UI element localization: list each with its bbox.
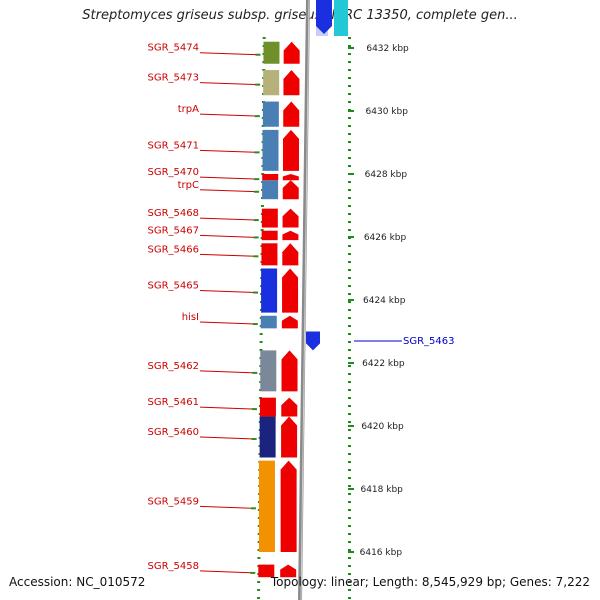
gene-label[interactable]: trpC — [178, 180, 199, 191]
gene-arrow[interactable] — [282, 180, 299, 200]
gene-block[interactable] — [262, 180, 279, 200]
gene-block[interactable] — [258, 564, 275, 578]
gene-leader-line — [199, 321, 257, 325]
gene-arrow[interactable] — [282, 230, 299, 241]
gene-arrow[interactable] — [283, 70, 300, 96]
gene-label[interactable]: SGR_5460 — [148, 427, 200, 438]
gene-leader-line — [199, 149, 259, 153]
gene-arrow[interactable] — [282, 208, 299, 228]
axis-ticks: 6432 kbp 6430 kbp 6428 kbp 6426 kbp 6424 kbp… — [257, 37, 409, 599]
gene-label[interactable]: trpA — [178, 104, 199, 115]
gene-block[interactable] — [261, 243, 278, 266]
gene-leader-line — [199, 113, 259, 117]
gene-leader-line — [199, 290, 258, 294]
gene-block[interactable] — [260, 350, 277, 392]
gene-label[interactable]: SGR_5470 — [148, 167, 200, 178]
axis-tick-label: 6424 kbp — [363, 296, 406, 306]
gene-label[interactable]: SGR_5458 — [148, 561, 200, 572]
gene-features[interactable] — [258, 41, 320, 578]
gene-arrow[interactable] — [282, 129, 299, 171]
axis-tick-label: 6422 kbp — [362, 359, 405, 369]
axis-tick-label: 6418 kbp — [360, 485, 403, 495]
gene-arrow[interactable] — [282, 268, 299, 313]
gene-arrow[interactable] — [280, 460, 297, 552]
gene-label[interactable]: SGR_5459 — [148, 496, 200, 507]
top-arrow-blue — [316, 0, 332, 34]
gene-block[interactable] — [263, 41, 280, 64]
gene-label[interactable]: SGR_5465 — [148, 281, 200, 292]
gene-label[interactable]: hisI — [182, 312, 199, 323]
gene-block[interactable] — [261, 268, 278, 313]
genome-title: Streptomyces griseus subsp. griseus NBRC… — [82, 8, 518, 23]
gene-leader-line — [199, 370, 257, 374]
gene-block[interactable] — [260, 315, 277, 329]
gene-arrow[interactable] — [283, 101, 300, 127]
axis-tick-label: 6428 kbp — [365, 170, 408, 180]
gene-arrow[interactable] — [281, 416, 298, 458]
axis-tick-label: 6416 kbp — [360, 548, 403, 558]
gene-leader-line — [199, 436, 256, 440]
axis-tick-label: 6426 kbp — [364, 233, 407, 243]
gene-label[interactable]: SGR_5471 — [148, 140, 200, 151]
gene-leader-line — [199, 52, 260, 56]
gene-arrow[interactable] — [281, 397, 298, 417]
topology-text: Topology: linear; Length: 8,545,929 bp; … — [270, 575, 590, 589]
gene-leader-line — [199, 570, 255, 574]
gene-arrow-reverse[interactable] — [306, 331, 320, 351]
gene-leader-line — [199, 217, 258, 221]
gene-leader-line — [199, 253, 258, 257]
gene-arrow[interactable] — [282, 174, 299, 181]
gene-leader-line — [199, 82, 260, 86]
gene-label[interactable]: SGR_5467 — [148, 225, 200, 236]
gene-block[interactable] — [262, 174, 279, 181]
axis-line — [298, 0, 310, 600]
axis-tick-label: 6430 kbp — [366, 107, 409, 117]
gene-arrow[interactable] — [283, 41, 300, 64]
gene-labels[interactable]: SGR_5474 SGR_5473 trpA SGR_5471 SGR_5470 trpC… — [148, 43, 455, 574]
gene-label[interactable]: SGR_5461 — [148, 397, 200, 408]
axis-tick-label: 6432 kbp — [366, 44, 409, 54]
gene-block[interactable] — [263, 70, 280, 96]
gene-arrow[interactable] — [282, 243, 299, 266]
gene-block[interactable] — [259, 416, 276, 458]
gene-arrow[interactable] — [281, 315, 298, 329]
chromosome-axis — [298, 0, 310, 600]
gene-block[interactable] — [261, 208, 278, 228]
gene-leader-line — [199, 505, 255, 509]
gene-block[interactable] — [262, 101, 279, 127]
gene-leader-line — [199, 176, 259, 180]
gene-block[interactable] — [261, 230, 278, 241]
gene-label[interactable]: SGR_5462 — [148, 361, 200, 372]
gene-block[interactable] — [258, 460, 275, 552]
top-arrow-cyan — [334, 0, 348, 36]
accession-text: Accession: NC_010572 — [9, 575, 146, 589]
gene-label[interactable]: SGR_5468 — [148, 208, 200, 219]
gene-arrow[interactable] — [280, 564, 297, 578]
gene-block[interactable] — [262, 129, 279, 171]
gene-label[interactable]: SGR_5474 — [148, 43, 200, 54]
gene-label[interactable]: SGR_5473 — [148, 73, 200, 84]
gene-arrow[interactable] — [281, 350, 298, 392]
gene-leader-line — [199, 189, 259, 193]
axis-highlight — [300, 0, 310, 600]
gene-label[interactable]: SGR_5463 — [403, 336, 455, 347]
axis-tick-label: 6420 kbp — [361, 422, 404, 432]
gene-label[interactable]: SGR_5466 — [148, 244, 200, 255]
gene-leader-line — [199, 406, 256, 410]
top-feature-blocks — [316, 0, 348, 36]
gene-block[interactable] — [259, 397, 276, 417]
gene-leader-line — [199, 234, 258, 238]
